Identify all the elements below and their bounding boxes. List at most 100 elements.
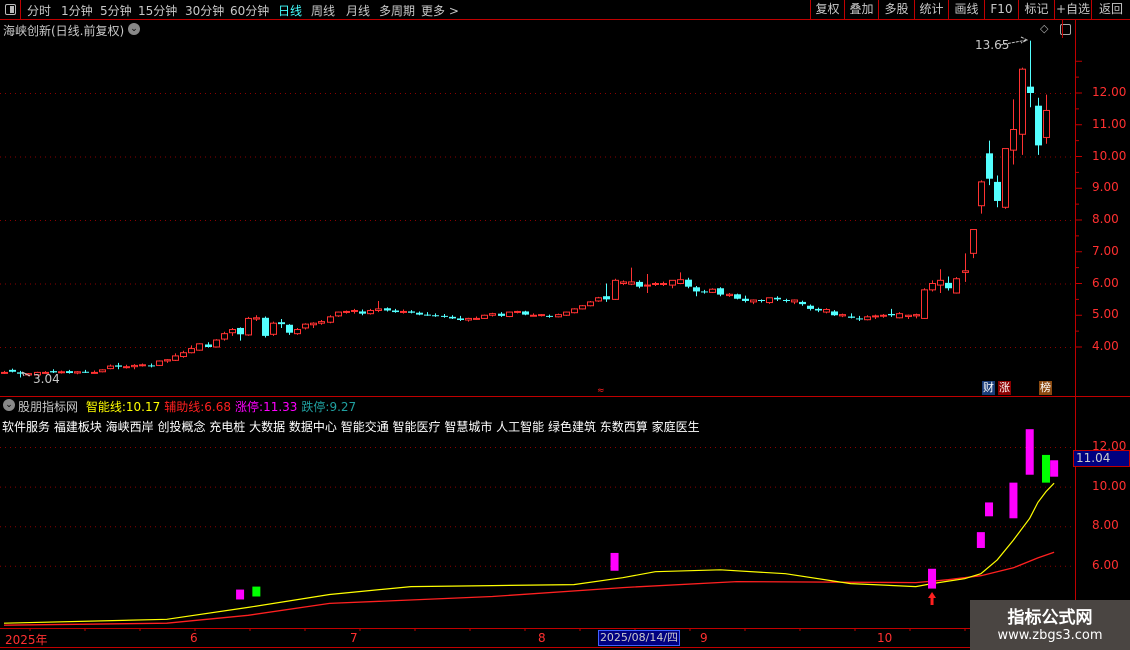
finance-badge[interactable]: 财: [982, 381, 995, 395]
period-5[interactable]: 60分钟: [230, 4, 270, 18]
panel-icon[interactable]: [1060, 24, 1071, 35]
candle-up: [42, 371, 49, 374]
candle-down: [717, 288, 724, 295]
indicator-name[interactable]: 股朋指标网: [18, 400, 79, 414]
candle-down: [416, 312, 423, 315]
indicator-line-1: 辅助线:6.68: [164, 400, 231, 414]
candle-down: [636, 281, 643, 287]
period-7[interactable]: 周线: [311, 4, 336, 18]
indicator-value: 10.17: [125, 400, 161, 414]
toolbar-button-5[interactable]: F10: [984, 0, 1018, 20]
candle-down: [1027, 86, 1034, 93]
signal-bar: [985, 502, 994, 517]
toolbar-button-8[interactable]: 返回: [1091, 0, 1130, 20]
ranking-badge[interactable]: 榜: [1039, 381, 1052, 395]
price-tick: 5.00: [1092, 307, 1119, 322]
period-0[interactable]: 分时: [27, 4, 52, 18]
price-tick: 7.00: [1092, 243, 1119, 258]
candle-up: [652, 283, 659, 285]
candle-up: [473, 317, 480, 320]
indicator-value: 6.68: [204, 400, 232, 414]
candle-up: [864, 316, 871, 321]
indicator-line-3: 跌停:9.27: [301, 400, 356, 414]
panel-toggle-button[interactable]: [0, 0, 21, 20]
candle-up: [929, 283, 936, 291]
candle-up: [188, 348, 195, 354]
period-8[interactable]: 月线: [346, 4, 371, 18]
indicator-tick: 12.00: [1092, 439, 1127, 453]
candle-up: [123, 366, 130, 369]
chevron-down-icon[interactable]: ⌄: [128, 23, 140, 35]
candle-up: [563, 311, 570, 316]
period-1[interactable]: 1分钟: [61, 4, 93, 18]
candle-up: [660, 283, 667, 285]
candle-up: [310, 322, 317, 326]
period-toolbar: 分时 1分钟 5分钟 15分钟 30分钟 60分钟 日线 周线 月线 多周期 更多 > 复权 叠加 多股…: [0, 0, 1130, 20]
candle-up: [327, 316, 334, 323]
toolbar-button-4[interactable]: 画线: [948, 0, 984, 20]
period-9[interactable]: 多周期: [379, 4, 416, 18]
stock-title: 海峡创新(日线.前复权): [3, 24, 125, 38]
candle-down: [799, 301, 806, 305]
toolbar-button-3[interactable]: 统计: [914, 0, 948, 20]
period-4[interactable]: 30分钟: [185, 4, 225, 18]
indicator-tick: 6.00: [1092, 557, 1119, 572]
watermark-title: 指标公式网: [1007, 608, 1093, 628]
signal-bar: [236, 589, 245, 600]
toolbar-button-6[interactable]: 标记: [1018, 0, 1054, 20]
candle-down: [82, 371, 89, 373]
toolbar-button-7[interactable]: +自选: [1054, 0, 1091, 20]
candle-up: [978, 181, 985, 207]
candle-down: [392, 310, 399, 313]
candle-up: [302, 323, 309, 329]
limit-up-badge[interactable]: 涨: [998, 381, 1011, 395]
candle-up: [896, 313, 903, 319]
candle-up: [58, 371, 65, 374]
candle-up: [180, 352, 187, 358]
candle-up: [375, 308, 382, 311]
indicator-tick: 8.00: [1092, 518, 1119, 533]
candle-up: [351, 309, 358, 312]
candle-down: [758, 300, 765, 302]
toolbar-button-0[interactable]: 复权: [810, 0, 844, 20]
candle-up: [400, 310, 407, 313]
candle-up: [970, 229, 977, 254]
candle-up: [726, 293, 733, 297]
candle-up: [872, 315, 879, 318]
indicator-label: 智能线:: [85, 400, 126, 414]
candle-down: [701, 291, 708, 293]
indicator-header: 股朋指标网 智能线:10.17 辅助线:6.68 涨停:11.33 跌停:9.27: [18, 398, 356, 415]
candle-up: [839, 314, 846, 317]
candle-down: [115, 365, 122, 367]
candle-up: [481, 314, 488, 319]
candle-down: [685, 279, 692, 287]
period-2[interactable]: 5分钟: [100, 4, 132, 18]
candle-up: [270, 322, 277, 335]
date-label: 10: [877, 631, 893, 645]
period-6[interactable]: 日线: [278, 4, 303, 18]
toolbar-button-1[interactable]: 叠加: [844, 0, 878, 20]
candle-down: [945, 282, 952, 289]
signal-bar: [1050, 460, 1059, 477]
candle-up: [962, 270, 969, 273]
candle-up: [1, 371, 8, 374]
signal-bar: [1042, 454, 1050, 483]
price-tick: 8.00: [1092, 212, 1119, 226]
indicator-label: 跌停:: [301, 400, 330, 414]
candle-up: [34, 371, 41, 376]
toolbar-button-2[interactable]: 多股: [878, 0, 914, 20]
concept-tags: 软件服务 福建板块 海峡西岸 创投概念 充电桩 大数据 数据中心 智能交通 智能…: [2, 420, 700, 434]
price-tick: 12.00: [1092, 85, 1127, 99]
candle-up: [343, 310, 350, 313]
date-label: 2025年: [5, 633, 48, 647]
diamond-icon[interactable]: ◇: [1040, 22, 1049, 35]
price-tick: 4.00: [1092, 339, 1119, 353]
candle-up: [766, 297, 773, 304]
period-3[interactable]: 15分钟: [138, 4, 178, 18]
indicator-tick: 10.00: [1092, 478, 1127, 493]
candle-up: [595, 297, 602, 302]
period-10[interactable]: 更多 >: [421, 4, 459, 18]
candle-down: [66, 371, 73, 374]
chevron-down-icon[interactable]: ⌄: [3, 399, 15, 411]
